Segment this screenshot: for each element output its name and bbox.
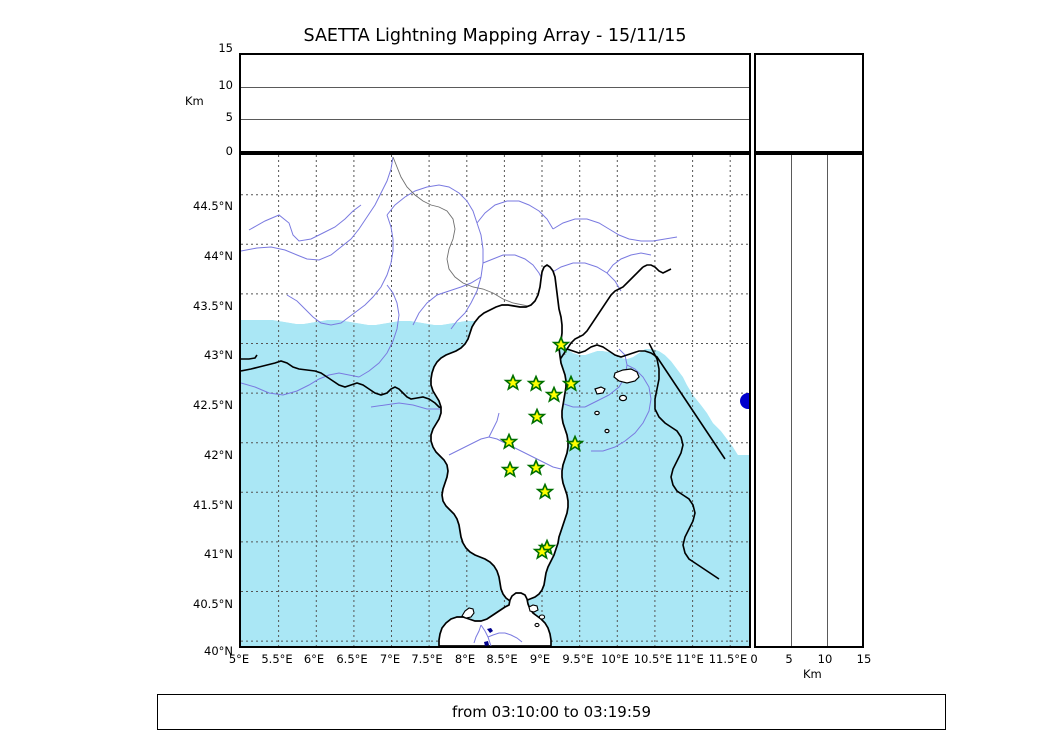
xtick-lon-7: 7°E	[379, 652, 401, 666]
ytick-lat-43: 43°N	[204, 348, 233, 362]
ytick-lat-40: 40°N	[204, 644, 233, 658]
station-marker	[499, 432, 519, 450]
corner-panel[interactable]	[754, 53, 864, 153]
xtick-lon-7_5: 7.5°E	[411, 652, 443, 666]
ytick-top-10: 10	[218, 78, 233, 92]
xtick-lon-8: 8°E	[454, 652, 476, 666]
gridline-right-10km	[826, 155, 828, 646]
station-marker	[527, 407, 547, 425]
xtick-right-15: 15	[856, 652, 872, 666]
ytick-lat-41: 41°N	[204, 547, 233, 561]
xtick-lon-6: 6°E	[303, 652, 325, 666]
map-panel[interactable]	[239, 153, 751, 648]
xtick-right-0: 0	[750, 652, 758, 666]
xtick-lon-11: 11°E	[676, 652, 704, 666]
station-marker	[526, 458, 546, 476]
island-sardinia	[438, 592, 552, 646]
xtick-right-10: 10	[817, 652, 833, 666]
time-range-status-box: from 03:10:00 to 03:19:59	[157, 694, 946, 730]
ytick-lat-44: 44°N	[204, 249, 233, 263]
ytick-lat-42: 42°N	[204, 448, 233, 462]
coastline-italy	[566, 264, 726, 580]
xtick-lon-8_5: 8.5°E	[486, 652, 518, 666]
xtick-lon-10: 10°E	[601, 652, 629, 666]
ytick-lat-43_5: 43.5°N	[193, 299, 233, 313]
altitude-longitude-panel[interactable]	[239, 53, 751, 153]
ytick-top-5: 5	[225, 110, 233, 124]
station-marker	[500, 460, 520, 478]
time-range-text: from 03:10:00 to 03:19:59	[451, 703, 651, 721]
map-graphic	[241, 155, 749, 646]
station-marker	[551, 335, 571, 353]
station-marker	[503, 373, 523, 391]
lightning-source-markers	[740, 393, 749, 409]
xtick-lon-9_5: 9.5°E	[562, 652, 594, 666]
station-marker	[535, 482, 555, 500]
gridline-right-5km	[790, 155, 792, 646]
station-markers	[499, 335, 585, 560]
xtick-right-5: 5	[785, 652, 793, 666]
ytick-top-0: 0	[225, 144, 233, 158]
islands-tuscan	[594, 368, 640, 434]
ytick-lat-41_5: 41.5°N	[193, 498, 233, 512]
right-panel-xlabel: Km	[803, 667, 822, 681]
ytick-lat-44_5: 44.5°N	[193, 199, 233, 213]
altitude-latitude-panel[interactable]	[754, 153, 864, 648]
source-marker	[740, 393, 749, 409]
xtick-lon-6_5: 6.5°E	[336, 652, 368, 666]
ytick-lat-42_5: 42.5°N	[193, 398, 233, 412]
gridline-top-10km	[241, 86, 749, 88]
ytick-lat-40_5: 40.5°N	[193, 597, 233, 611]
top-panel-ylabel: Km	[185, 94, 204, 108]
xtick-lon-5_5: 5.5°E	[261, 652, 293, 666]
gridline-top-5km	[241, 118, 749, 120]
station-marker	[544, 385, 564, 403]
page-title: SAETTA Lightning Mapping Array - 15/11/1…	[303, 26, 687, 46]
station-marker	[532, 542, 552, 560]
xtick-lon-9: 9°E	[529, 652, 551, 666]
xtick-lon-10_5: 10.5°E	[633, 652, 673, 666]
station-marker	[526, 374, 546, 392]
station-marker	[565, 434, 585, 452]
ytick-top-15: 15	[218, 41, 233, 55]
xtick-lon-11_5: 11.5°E	[708, 652, 748, 666]
station-marker	[561, 374, 581, 392]
xtick-lon-5: 5°E	[228, 652, 250, 666]
